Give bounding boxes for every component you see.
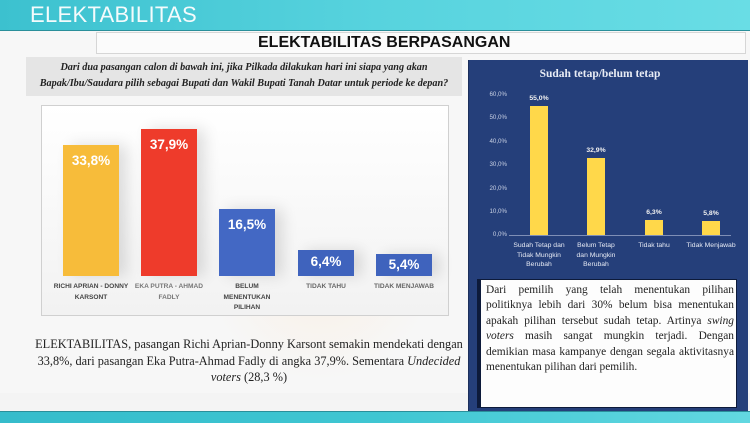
note-part2: masih sangat mungkin terjadi. Dengan dem… — [486, 330, 734, 374]
y-tick: 20,0% — [489, 185, 507, 192]
electability-chart: 33,8% 37,9% 16,5% 6,4% 5,4% RICHI APRIAN… — [41, 105, 449, 316]
category-label: TIDAK TAHU — [306, 283, 346, 290]
summary-part2: (28,3 %) — [240, 370, 288, 384]
y-tick: 60,0% — [489, 91, 507, 98]
note-italic: swing voters — [486, 314, 734, 343]
category-label: Tidak Menjawab — [686, 242, 736, 249]
subtitle-box — [96, 32, 746, 54]
header-bar: ELEKTABILITAS — [0, 0, 750, 31]
survey-question: Dari dua pasangan calon di bawah ini, ji… — [39, 62, 449, 89]
bar-belum-tetap — [587, 158, 605, 235]
bar-tidak-menjawab — [702, 221, 720, 235]
bar-value: 55,0% — [529, 95, 549, 102]
bar-value: 5,8% — [703, 210, 719, 217]
analysis-note-text: Dari pemilih yang telah menentukan pilih… — [486, 283, 734, 375]
footer-bar — [0, 411, 750, 423]
bar-tidak-menjawab: 5,4% — [376, 254, 432, 276]
bar-value: 16,5% — [227, 217, 267, 232]
bar-belum-menentukan: 16,5% — [219, 209, 275, 276]
bar-value: 37,9% — [149, 137, 189, 152]
bar-value: 32,9% — [586, 147, 606, 154]
header-title: ELEKTABILITAS — [30, 2, 197, 27]
note-part1: Dari pemilih yang telah menentukan pilih… — [486, 284, 734, 327]
bar-value: 33,8% — [71, 153, 111, 168]
y-tick: 0,0% — [492, 231, 507, 238]
category-label: Tidak tahu — [638, 242, 670, 249]
question-box — [26, 57, 462, 96]
bar-tidak-tahu: 6,4% — [298, 250, 354, 276]
bar-eka-ahmad: 37,9% — [141, 129, 197, 276]
y-tick: 40,0% — [489, 138, 507, 145]
bar-richi-donny: 33,8% — [63, 145, 119, 276]
bar-value: 6,4% — [310, 254, 342, 269]
bar-value: 5,4% — [388, 257, 420, 272]
analysis-note-box: Dari pemilih yang telah menentukan pilih… — [480, 279, 737, 408]
category-label: EKA PUTRA - AHMAD FADLY — [134, 283, 204, 301]
y-tick: 10,0% — [489, 208, 507, 215]
category-label: Belum Tetap dan Mungkin Berubah — [576, 242, 616, 268]
bar-sudah-tetap — [530, 106, 548, 235]
category-label: TIDAK MENJAWAB — [373, 283, 435, 290]
summary-part1: ELEKTABILITAS, pasangan Richi Aprian-Don… — [35, 337, 463, 368]
category-label: BELUM MENENTUKAN PILIHAN — [223, 283, 271, 311]
x-axis-line — [509, 235, 731, 236]
bar-value: 6,3% — [646, 209, 662, 216]
summary-text: ELEKTABILITAS, pasangan Richi Aprian-Don… — [34, 336, 464, 386]
page-subtitle: ELEKTABILITAS BERPASANGAN — [258, 34, 511, 51]
chart-title: Sudah tetap/belum tetap — [539, 68, 661, 80]
summary-italic: Undecided voters — [210, 353, 461, 385]
y-tick: 50,0% — [489, 114, 507, 121]
y-tick: 30,0% — [489, 161, 507, 168]
category-label: RICHI APRIAN - DONNY KARSONT — [53, 283, 129, 301]
bar-tidak-tahu — [645, 220, 663, 235]
category-label: Sudah Tetap dan Tidak Mungkin Berubah — [513, 242, 565, 268]
